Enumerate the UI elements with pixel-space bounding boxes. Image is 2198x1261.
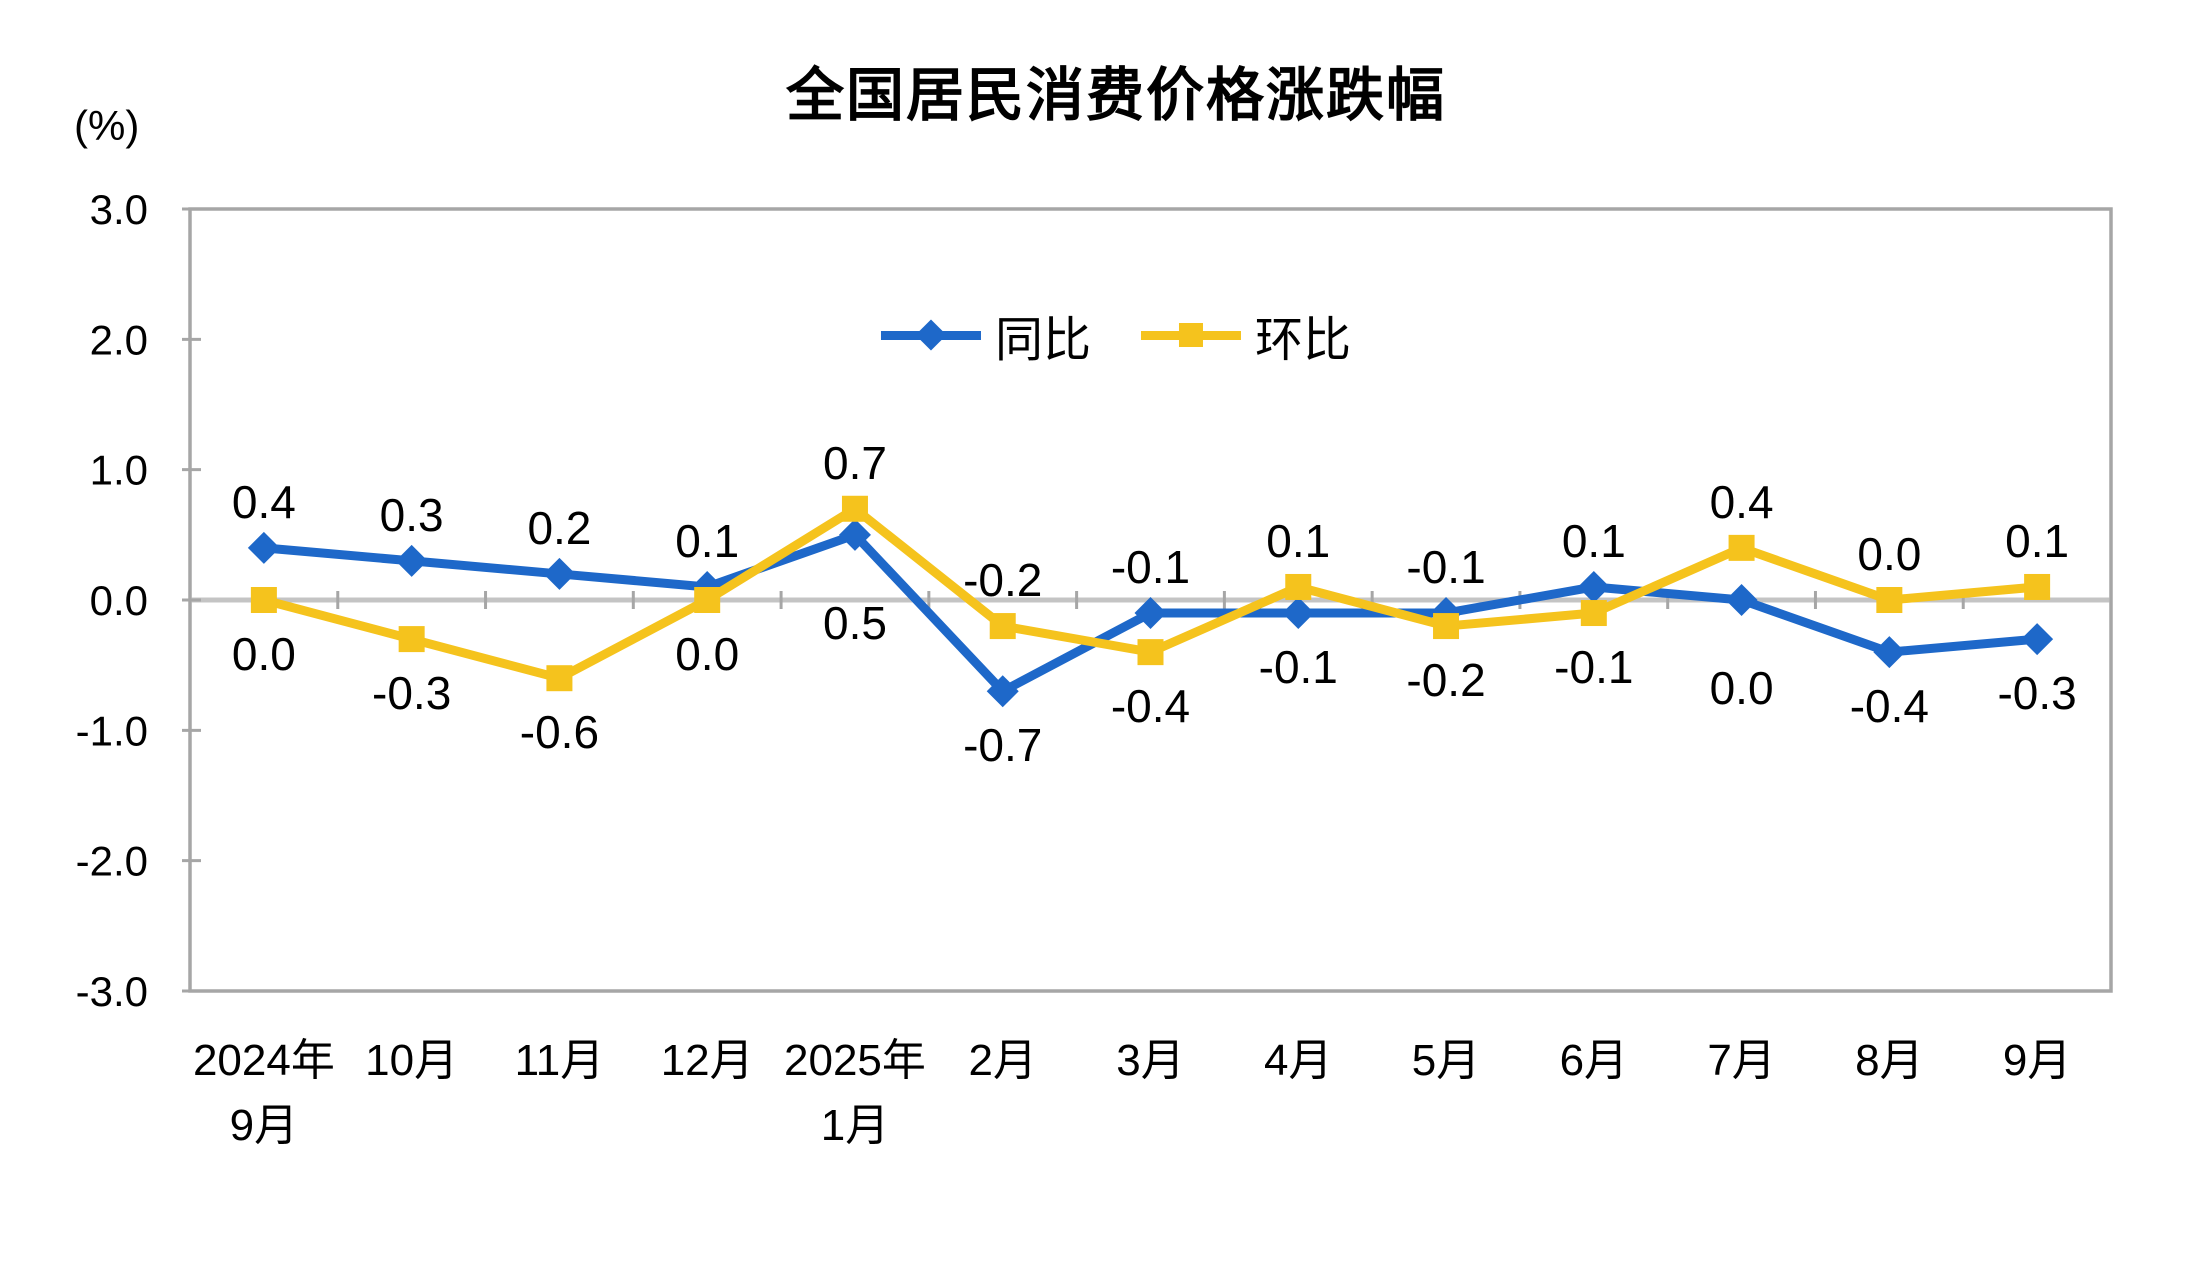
yoy-datalabel-5: -0.7 bbox=[963, 719, 1042, 771]
chart-legend: 同比 环比 bbox=[880, 300, 1351, 370]
yoy-marker-5 bbox=[986, 675, 1019, 708]
mom-marker-12 bbox=[2024, 573, 2051, 600]
mom-datalabel-6: -0.4 bbox=[1111, 680, 1190, 732]
y-tick-label-0: 3.0 bbox=[90, 186, 148, 233]
yoy-datalabel-3: 0.1 bbox=[675, 515, 739, 567]
mom-marker-11 bbox=[1876, 587, 1903, 613]
y-tick-label-1: 2.0 bbox=[90, 316, 148, 363]
mom-datalabel-5: -0.2 bbox=[963, 554, 1042, 606]
mom-marker-10 bbox=[1728, 534, 1755, 561]
x-tick-label-2: 11月 bbox=[515, 1036, 605, 1085]
mom-marker-9 bbox=[1580, 600, 1607, 627]
mom-datalabel-9: -0.1 bbox=[1554, 641, 1633, 693]
mom-datalabel-0: 0.0 bbox=[232, 628, 296, 680]
x-tick-label-10: 7月 bbox=[1707, 1036, 1775, 1085]
mom-marker-6 bbox=[1137, 639, 1164, 666]
x-tick-label-3: 12月 bbox=[661, 1036, 754, 1085]
x-tick-label-4: 2025年 1月 bbox=[784, 1036, 926, 1150]
mom-legend-line bbox=[1141, 323, 1241, 347]
yoy-datalabel-9: 0.1 bbox=[1562, 515, 1626, 567]
x-tick-label-5: 2月 bbox=[968, 1036, 1036, 1085]
yoy-datalabel-2: 0.2 bbox=[527, 502, 591, 554]
legend-label-mom: 环比 bbox=[1255, 314, 1352, 367]
mom-datalabel-8: -0.2 bbox=[1406, 654, 1485, 706]
yoy-legend-line bbox=[880, 319, 981, 351]
mom-datalabel-3: 0.0 bbox=[675, 628, 739, 680]
yoy-marker-9 bbox=[1577, 570, 1610, 603]
chart-title: 全国居民消费价格涨跌幅 bbox=[785, 63, 1447, 128]
mom-datalabel-7: 0.1 bbox=[1266, 515, 1330, 567]
mom-legend-square-icon bbox=[1179, 323, 1203, 347]
mom-marker-3 bbox=[694, 587, 721, 613]
yoy-datalabel-0: 0.4 bbox=[232, 476, 296, 528]
y-tick-label-4: -1.0 bbox=[76, 707, 148, 754]
x-tick-label-11: 8月 bbox=[1855, 1036, 1923, 1085]
mom-marker-8 bbox=[1433, 613, 1460, 640]
mom-marker-1 bbox=[398, 626, 425, 653]
x-tick-label-1: 10月 bbox=[365, 1036, 458, 1085]
legend-item-mom: 环比 bbox=[1141, 300, 1351, 370]
x-tick-label-9: 6月 bbox=[1560, 1036, 1628, 1085]
mom-marker-5 bbox=[989, 613, 1016, 640]
yoy-marker-4 bbox=[838, 518, 871, 551]
yoy-datalabel-1: 0.3 bbox=[380, 489, 444, 541]
y-tick-label-2: 1.0 bbox=[90, 447, 148, 494]
mom-datalabel-12: 0.1 bbox=[2005, 515, 2069, 567]
mom-marker-2 bbox=[546, 665, 573, 692]
yoy-datalabel-10: 0.0 bbox=[1710, 662, 1774, 714]
yoy-datalabel-12: -0.3 bbox=[1997, 667, 2076, 719]
y-tick-label-5: -2.0 bbox=[76, 838, 148, 885]
yoy-datalabel-6: -0.1 bbox=[1111, 541, 1190, 593]
y-axis-unit-label: (%) bbox=[74, 102, 140, 149]
mom-marker-7 bbox=[1285, 573, 1312, 600]
yoy-datalabel-11: -0.4 bbox=[1850, 680, 1929, 732]
x-tick-label-0: 2024年 9月 bbox=[193, 1036, 335, 1150]
mom-datalabel-11: 0.0 bbox=[1857, 528, 1921, 580]
yoy-marker-10 bbox=[1725, 584, 1758, 616]
yoy-marker-12 bbox=[2021, 623, 2054, 656]
mom-datalabel-2: -0.6 bbox=[520, 706, 599, 758]
yoy-datalabel-4: 0.5 bbox=[823, 597, 887, 649]
yoy-datalabel-8: -0.1 bbox=[1406, 541, 1485, 593]
yoy-datalabel-7: -0.1 bbox=[1259, 641, 1338, 693]
mom-marker-0 bbox=[250, 587, 277, 613]
y-tick-label-6: -3.0 bbox=[76, 968, 148, 1015]
yoy-marker-0 bbox=[247, 531, 280, 564]
mom-datalabel-1: -0.3 bbox=[372, 667, 451, 719]
legend-label-yoy: 同比 bbox=[994, 314, 1091, 367]
yoy-marker-6 bbox=[1134, 597, 1167, 630]
x-tick-label-8: 5月 bbox=[1412, 1036, 1480, 1085]
y-tick-label-3: 0.0 bbox=[90, 577, 148, 624]
x-tick-label-7: 4月 bbox=[1264, 1036, 1332, 1085]
x-tick-label-12: 9月 bbox=[2003, 1036, 2071, 1085]
mom-marker-4 bbox=[841, 495, 868, 522]
yoy-marker-2 bbox=[543, 557, 576, 590]
legend-item-yoy: 同比 bbox=[880, 300, 1091, 370]
x-tick-label-6: 3月 bbox=[1116, 1036, 1184, 1085]
mom-datalabel-10: 0.4 bbox=[1710, 476, 1774, 528]
yoy-marker-1 bbox=[395, 544, 428, 577]
yoy-marker-7 bbox=[1282, 597, 1315, 630]
mom-datalabel-4: 0.7 bbox=[823, 437, 887, 489]
yoy-marker-11 bbox=[1873, 636, 1906, 669]
